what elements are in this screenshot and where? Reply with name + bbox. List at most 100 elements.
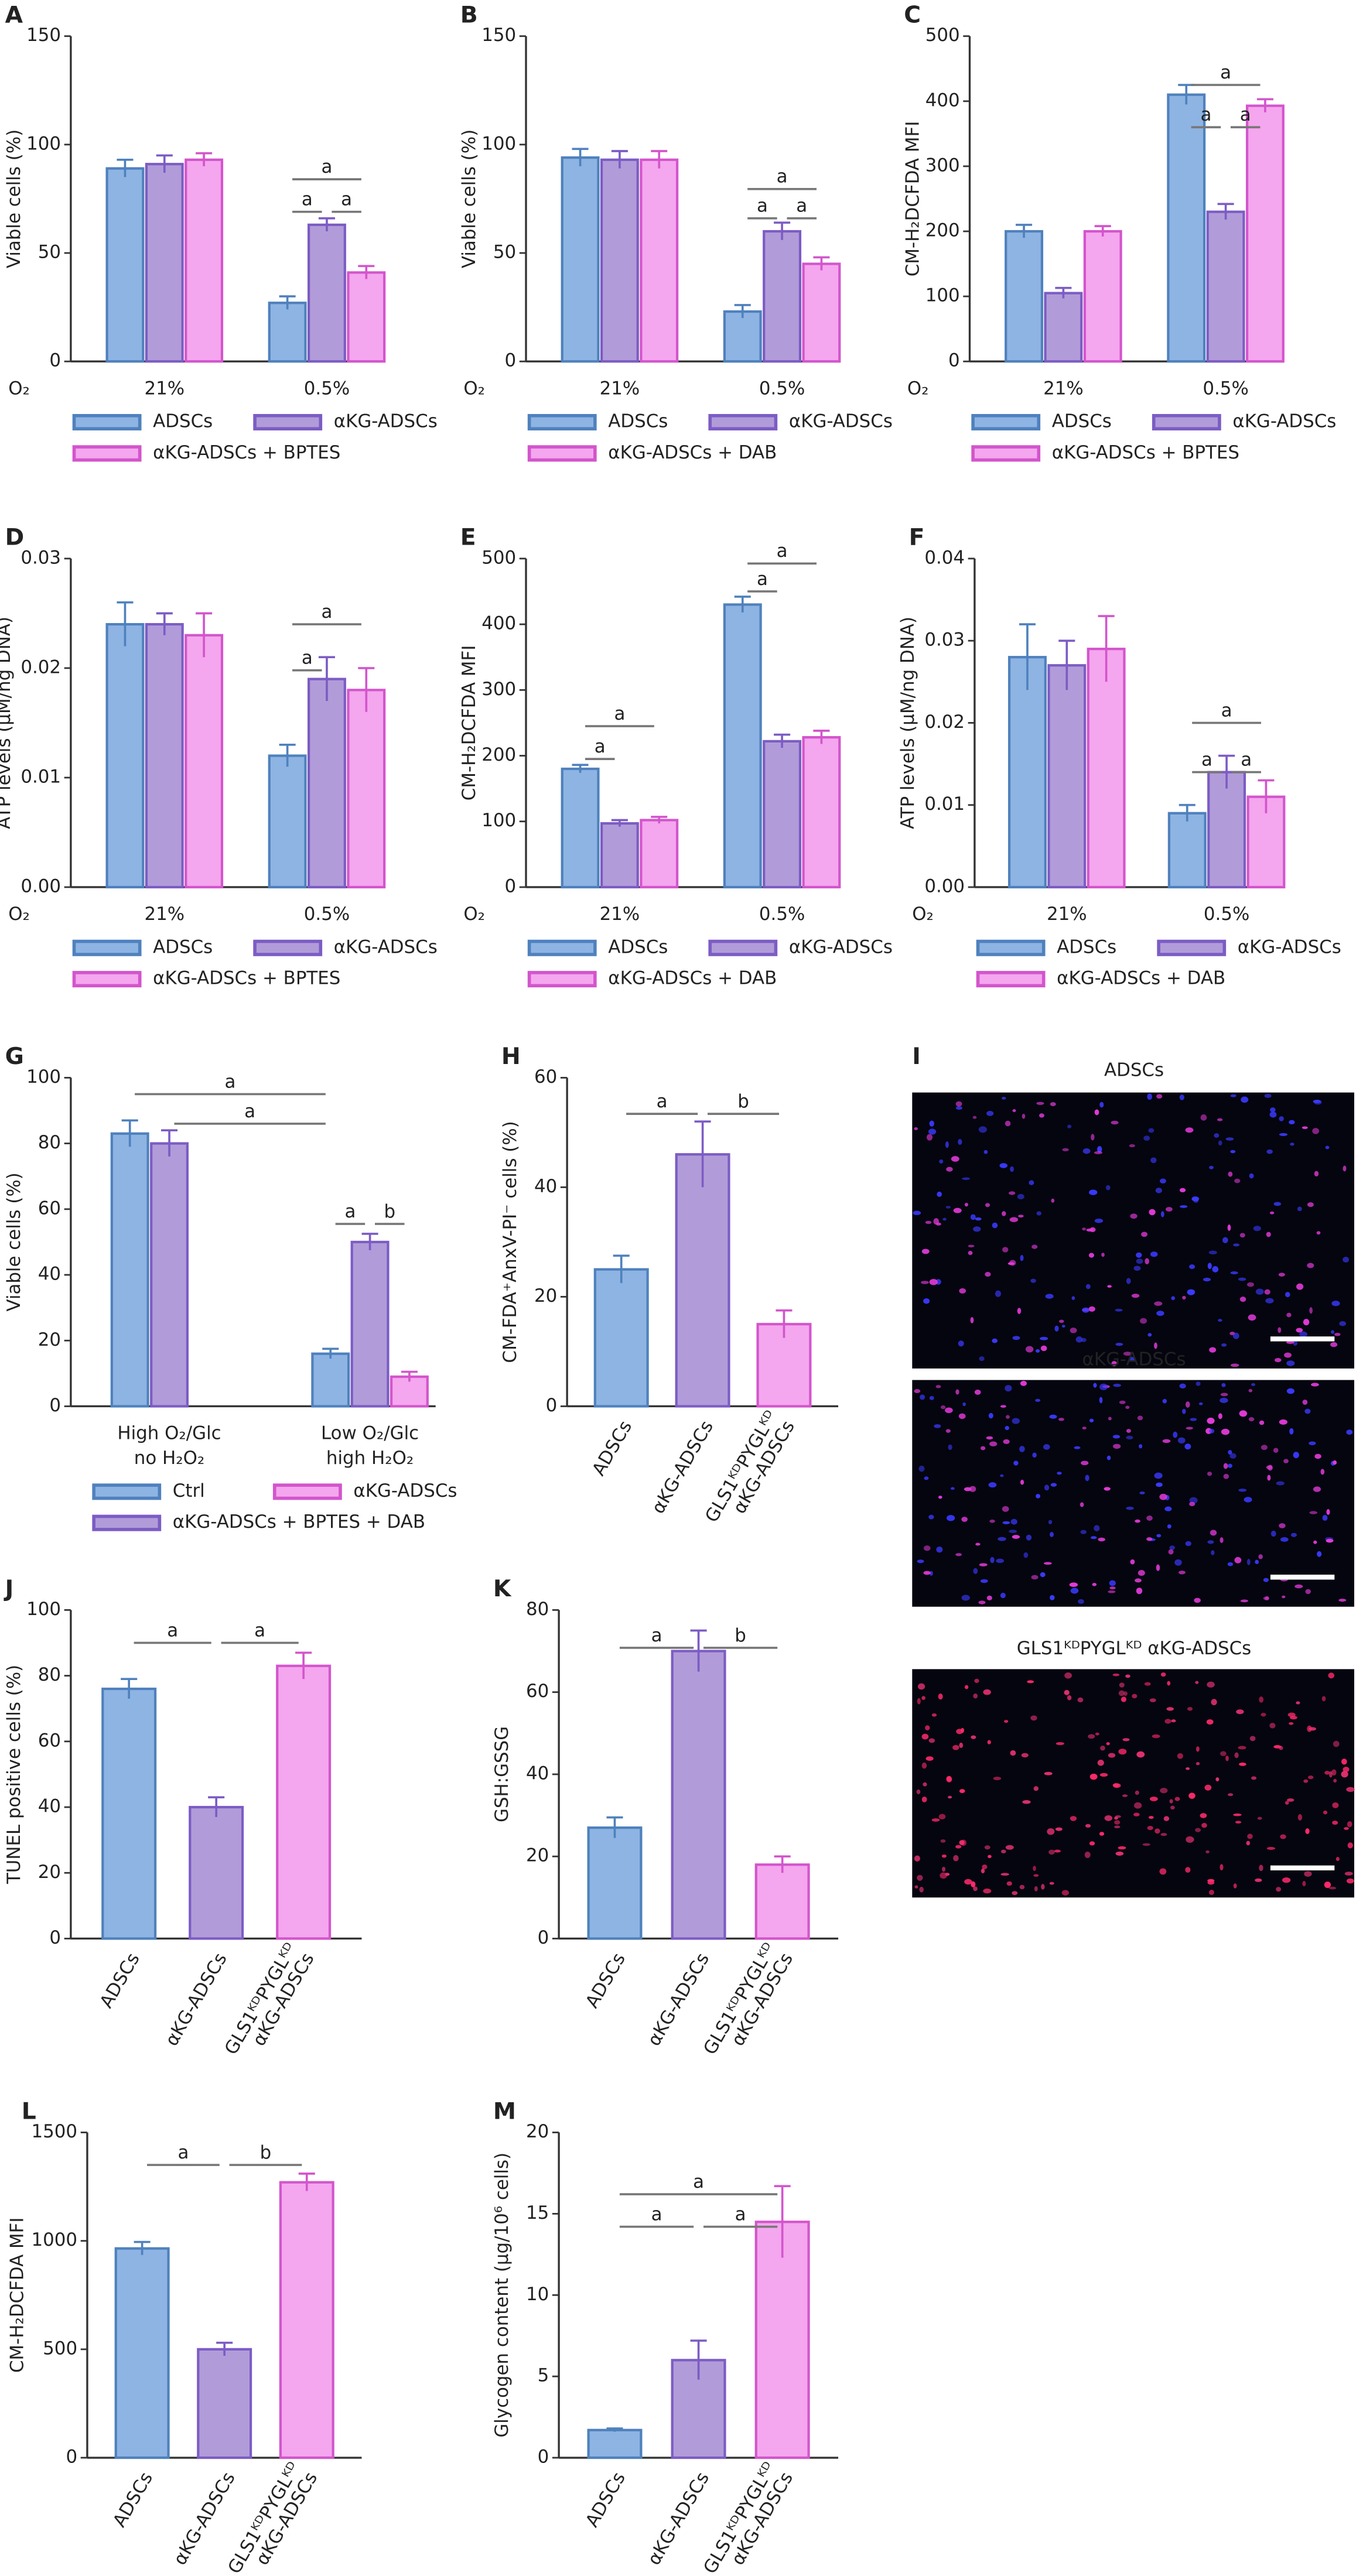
cell (1019, 1446, 1025, 1452)
cell (1290, 1532, 1297, 1537)
cell (990, 1556, 995, 1564)
y-tick-label: 100 (481, 133, 516, 154)
cell (945, 1407, 953, 1414)
significance-label: a (167, 1620, 178, 1641)
bar (802, 262, 841, 363)
y-tick-label: 60 (38, 1730, 61, 1751)
cell (1160, 1787, 1168, 1794)
y-tick-label: 500 (481, 547, 516, 568)
cell (1045, 1294, 1054, 1299)
cell (1230, 1271, 1238, 1275)
cell (1010, 1166, 1014, 1172)
cell (1036, 1494, 1041, 1499)
cell (962, 1177, 971, 1181)
error-bar (611, 819, 628, 827)
cell (1112, 1673, 1120, 1677)
panel-letter: A (5, 2, 23, 29)
legend-label: αKG-ADSCs (334, 411, 438, 432)
cell (975, 1542, 981, 1546)
cell (1267, 1475, 1271, 1481)
y-tick-label: 0 (49, 350, 61, 371)
significance-label: a (757, 569, 768, 590)
cell (1324, 1770, 1330, 1775)
cell (1004, 1720, 1009, 1723)
cell (1020, 1380, 1027, 1386)
cell (946, 1166, 953, 1172)
cell (1082, 1426, 1087, 1430)
cell (1261, 1712, 1266, 1717)
cell (953, 1207, 962, 1213)
y-tick-label: 0 (505, 875, 517, 897)
cell (1032, 1452, 1037, 1458)
cell (935, 1385, 941, 1388)
cell (1081, 1460, 1089, 1466)
cell (1234, 1178, 1241, 1183)
cell (931, 1713, 937, 1717)
bar (311, 1352, 350, 1408)
y-tick-label: 100 (26, 1599, 61, 1620)
cell (1186, 1767, 1190, 1770)
cell (936, 1547, 943, 1553)
cell (921, 1762, 927, 1769)
cell (1228, 1793, 1234, 1797)
y-tick-label: 0 (49, 1395, 61, 1416)
cell (1177, 1753, 1183, 1759)
cell (1101, 1253, 1105, 1257)
legend-label: ADSCs (153, 411, 213, 432)
cell (1322, 1514, 1328, 1521)
cell (1185, 1127, 1194, 1133)
cell (1203, 1277, 1211, 1282)
y-tick-label: 0.02 (21, 656, 61, 678)
cell (1090, 1536, 1097, 1540)
cell (1022, 1113, 1026, 1119)
y-tick-label: 0 (546, 1395, 558, 1416)
cell (1064, 1689, 1070, 1695)
cell (1043, 1444, 1050, 1450)
cell (1341, 1771, 1348, 1778)
cell (1142, 1843, 1150, 1846)
cell (1201, 1822, 1207, 1828)
y-tick-label: 60 (38, 1198, 61, 1219)
cell (1208, 1428, 1215, 1434)
cell (937, 1191, 942, 1197)
legend-swatch (976, 971, 1046, 988)
significance-label: a (1201, 749, 1212, 770)
cell (945, 1141, 949, 1148)
cell (1227, 1562, 1234, 1566)
cell (1305, 1828, 1310, 1835)
cell (1189, 1501, 1196, 1507)
cell (1347, 1821, 1352, 1828)
cell (930, 1571, 933, 1576)
cell (993, 1776, 1002, 1781)
cell (1008, 1191, 1016, 1195)
bar (587, 1826, 643, 1940)
cell (983, 1150, 988, 1154)
x-tick-label: 21% (144, 378, 185, 399)
micrograph-label: αKG-ADSCs (1082, 1349, 1186, 1370)
cell (1218, 1319, 1222, 1322)
cell (1111, 1120, 1119, 1125)
cell (988, 1482, 997, 1488)
cell (1044, 1484, 1050, 1491)
cell (1155, 1828, 1160, 1834)
y-axis-label: GSH:GSSG (491, 1726, 513, 1822)
cell (1007, 1262, 1015, 1265)
cell (931, 1818, 940, 1822)
cell (1304, 1408, 1311, 1414)
cell (1234, 1752, 1239, 1759)
cell (917, 1698, 921, 1705)
cell (1335, 1857, 1340, 1861)
panel-letter: B (460, 2, 478, 29)
x-axis-label: O₂ (463, 904, 485, 925)
significance-label: a (735, 2204, 746, 2225)
cell (968, 1244, 975, 1248)
y-tick-label: 300 (481, 679, 516, 700)
cell (942, 1866, 946, 1872)
significance-label: a (322, 156, 333, 177)
cell (1118, 1846, 1126, 1850)
error-bar (161, 1129, 178, 1157)
x-tick-label: 0.5% (1203, 378, 1248, 399)
legend-label: αKG-ADSCs (1238, 936, 1341, 957)
cell (1169, 1799, 1173, 1804)
cell (964, 1879, 972, 1885)
